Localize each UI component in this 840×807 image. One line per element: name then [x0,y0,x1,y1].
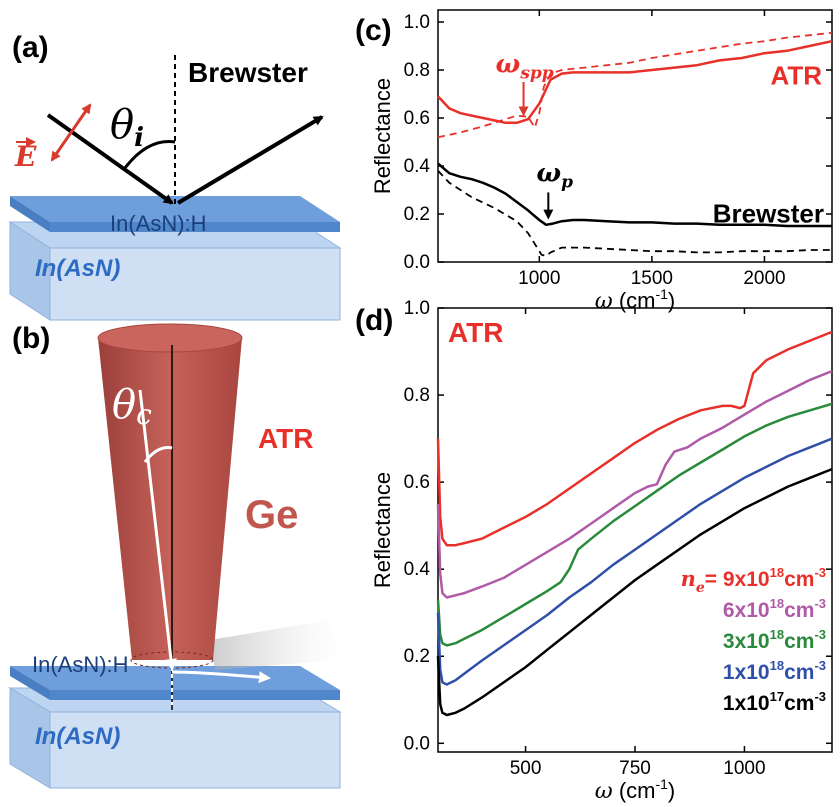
x-tick-label: 500 [510,758,542,779]
y-tick-label: 0.4 [404,156,431,177]
y-axis-label: Reflectance [370,472,395,588]
spp-label: ωspp [496,49,554,83]
prism-top-face [97,323,243,353]
atr-model-line [437,31,833,139]
y-tick-label: 0.0 [404,733,430,754]
y-tick-label: 1.0 [404,12,430,33]
density-line-1 [436,369,833,599]
film-side [10,666,50,700]
wp-label: ωp [536,159,573,193]
ge-prism [98,338,242,660]
substrate-label: In(AsN) [35,723,120,750]
y-axis-label: Reflectance [370,78,395,194]
film-side [10,196,50,232]
chart-c: 1000 1500 2000 0.0 0.2 0.4 0.6 0.8 1.0 Reflectanc… [370,9,833,314]
density-line-2 [436,402,833,647]
y-tick-label: 0.8 [404,385,430,406]
legend-entry-1: 6x1018cm-3 [723,596,826,622]
legend-entry-0: ne= 9x1018cm-3 [681,565,826,596]
y-tick-label: 0.8 [404,60,430,81]
brewster-label: Brewster [188,57,308,88]
substrate-label: In(AsN) [35,255,120,282]
substrate-side [9,221,51,321]
panel-d-label: (d) [355,304,393,337]
atr-series-label: ATR [770,60,822,90]
chart-d-title: ATR [448,317,503,348]
film-top [10,196,340,222]
film-top [10,666,340,690]
legend-entry-3: 1x1018cm-3 [723,658,826,684]
atr-label: ATR [258,423,313,454]
x-tick-label: 1000 [518,268,560,289]
prism-shadow [210,620,340,670]
y-tick-label: 0.4 [404,559,431,580]
brewster-series-label: Brewster [713,198,824,228]
efield-arrow [50,103,92,162]
y-tick-label: 1.0 [404,298,430,319]
film-front [50,690,340,700]
reflected-ray [176,115,324,205]
x-tick-label: 2000 [743,268,785,289]
panel-c-label: (c) [355,14,392,47]
angle-arc [123,140,176,169]
efield-label: E [14,140,37,173]
panel-b-label: (b) [12,322,50,355]
atr-incident-ray [138,389,177,671]
theta-c: θc [112,382,152,431]
panel-b: (b) θc ATR Ge In(AsN):H In(AsN) [8,322,342,789]
panel-a-label: (a) [12,31,49,64]
x-axis-label: ω (cm-1) [595,776,676,804]
plot-frame [437,9,833,263]
atr-measured-line [437,39,833,125]
evanescent-arrow [171,670,271,684]
y-tick-label: 0.2 [404,204,430,225]
theta-i: θi [110,102,144,153]
chart-d: 500 750 1000 0.0 0.2 0.4 0.6 0.8 1.0 Reflectance ω… [370,298,833,804]
critical-angle-arc [143,446,173,463]
density-line-0 [436,330,833,547]
x-tick-label: 1500 [631,268,673,289]
x-tick-label: 1000 [723,758,765,779]
y-tick-label: 0.6 [404,108,430,129]
film-front [50,222,340,232]
y-tick-label: 0.6 [404,472,430,493]
y-tick-label: 0.0 [404,252,430,273]
brewster-model-line [437,170,832,257]
brewster-measured-line [437,162,832,228]
film-label: In(AsN):H [110,211,207,236]
density-line-4 [436,467,833,717]
ge-label: Ge [245,493,298,537]
film-label: In(AsN):H [32,652,129,677]
substrate-side [9,687,51,789]
legend-entry-2: 3x1018cm-3 [723,627,826,653]
legend-entry-4: 1x1017cm-3 [723,689,826,715]
y-tick-label: 0.2 [404,646,430,667]
density-line-3 [436,437,833,686]
x-tick-label: 750 [619,758,651,779]
panel-a: (a) In(AsN):H In(AsN) θi Brewster E [8,31,342,321]
